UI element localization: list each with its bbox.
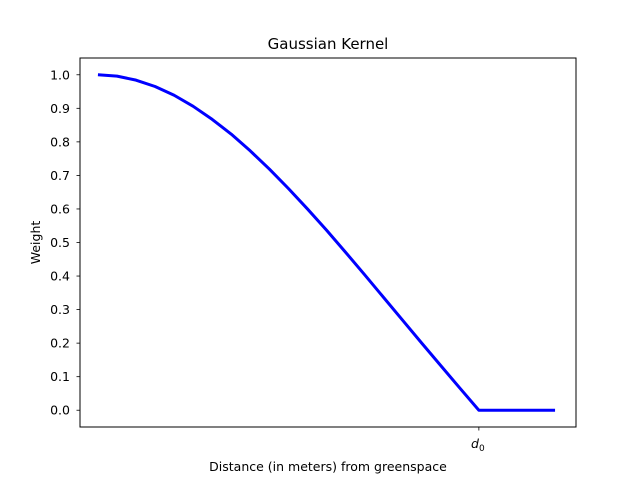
x-tick-label-main: d xyxy=(471,436,479,451)
y-tick-label: 0.4 xyxy=(50,269,70,284)
x-tick-label-subscript: 0 xyxy=(479,444,485,454)
y-tick-label: 0.7 xyxy=(50,168,70,183)
y-tick-label: 1.0 xyxy=(50,67,70,82)
y-tick-label: 0.0 xyxy=(50,403,70,418)
y-tick-label: 0.3 xyxy=(50,302,70,317)
y-tick-label: 0.1 xyxy=(50,369,70,384)
chart-title: Gaussian Kernel xyxy=(268,35,389,53)
y-tick-label: 0.6 xyxy=(50,201,70,216)
y-tick-label: 0.9 xyxy=(50,101,70,116)
y-tick-label: 0.5 xyxy=(50,235,70,250)
y-tick-label: 0.2 xyxy=(50,336,70,351)
y-tick-label: 0.8 xyxy=(50,134,70,149)
y-axis-label: Weight xyxy=(28,221,43,265)
x-axis-label: Distance (in meters) from greenspace xyxy=(209,459,447,474)
